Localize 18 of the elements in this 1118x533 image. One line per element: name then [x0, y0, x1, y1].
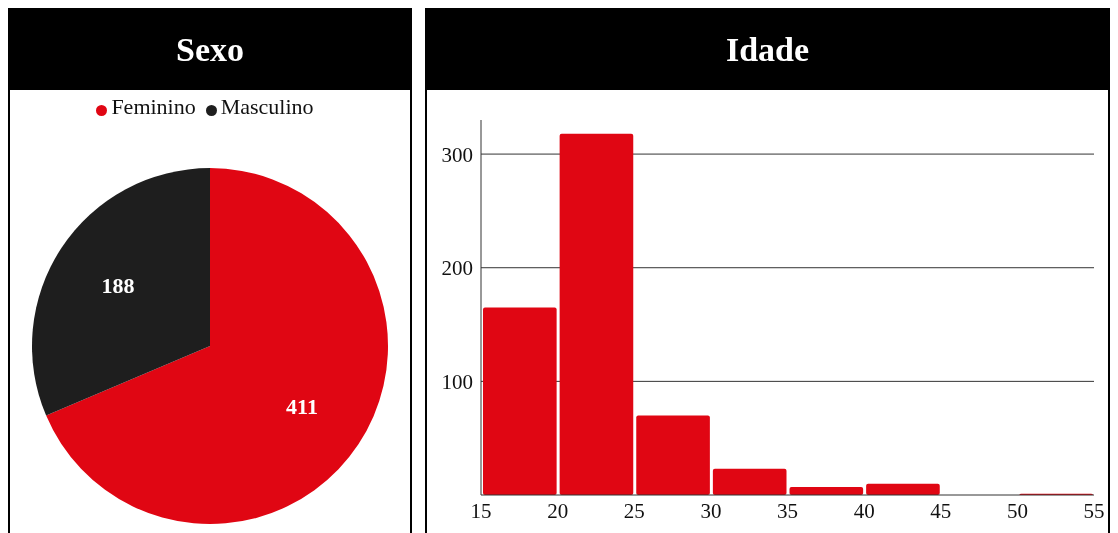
legend-label: Masculino — [220, 94, 314, 119]
y-tick-label: 300 — [441, 142, 473, 167]
x-tick-label: 15 — [470, 498, 492, 523]
legend-label: Feminino — [111, 94, 196, 119]
x-tick-label: 50 — [1006, 498, 1028, 523]
chart-title: Idade — [427, 10, 1108, 90]
data-label: 188 — [101, 272, 135, 298]
x-tick-label: 45 — [930, 498, 952, 523]
x-tick-label: 30 — [700, 498, 722, 523]
y-tick-label: 200 — [441, 256, 473, 281]
x-tick-label: 25 — [623, 498, 645, 523]
y-tick-label: 100 — [441, 369, 473, 394]
x-tick-label: 40 — [853, 498, 875, 523]
chart-title: Sexo — [10, 10, 410, 90]
x-tick-label: 35 — [777, 498, 798, 523]
data-label: 411 — [286, 394, 318, 420]
x-tick-label: 55 — [1083, 498, 1105, 523]
x-tick-label: 20 — [547, 498, 569, 523]
